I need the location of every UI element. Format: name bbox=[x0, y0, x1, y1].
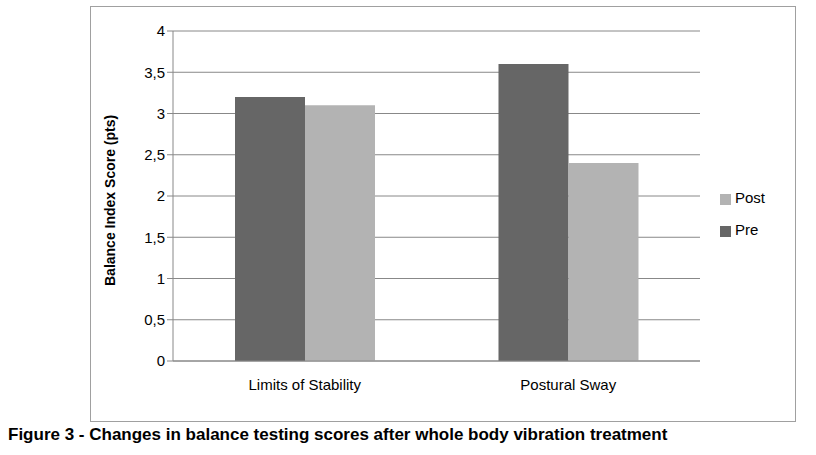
svg-text:0,5: 0,5 bbox=[144, 311, 165, 328]
svg-text:Postural Sway: Postural Sway bbox=[520, 376, 616, 393]
svg-text:3: 3 bbox=[157, 105, 165, 122]
svg-text:4: 4 bbox=[157, 22, 165, 39]
svg-text:2,5: 2,5 bbox=[144, 146, 165, 163]
svg-text:1,5: 1,5 bbox=[144, 229, 165, 246]
html-text:Figure 3 - Changes in balance: Figure 3 - Changes in balance testing sc… bbox=[8, 425, 668, 444]
svg-text:1: 1 bbox=[157, 270, 165, 287]
svg-text:Balance Index Score (pts): Balance Index Score (pts) bbox=[102, 115, 118, 286]
html-text:Post: Post bbox=[735, 189, 765, 206]
svg-text:Limits of Stability: Limits of Stability bbox=[248, 376, 361, 393]
svg-text:3,5: 3,5 bbox=[144, 64, 165, 81]
svg-text:0: 0 bbox=[157, 352, 165, 369]
html-text:Pre: Pre bbox=[735, 221, 759, 238]
svg-text:2: 2 bbox=[157, 187, 165, 204]
